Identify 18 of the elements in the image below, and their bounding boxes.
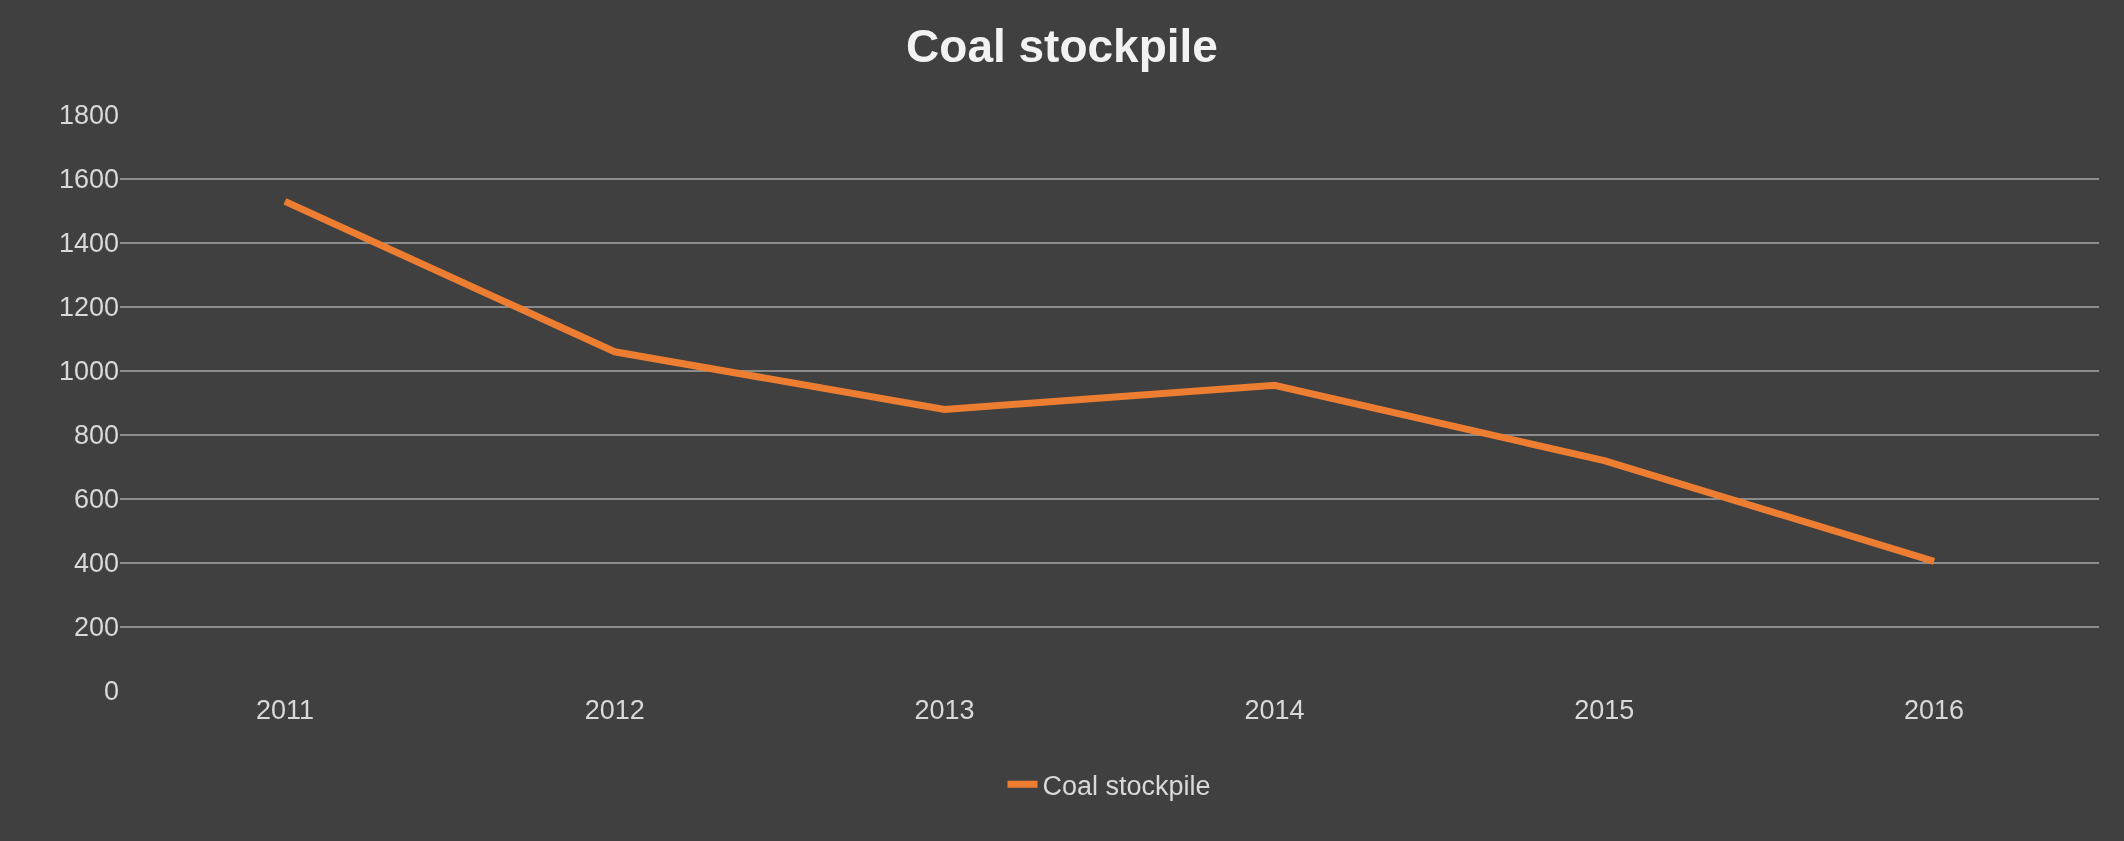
x-tick-label: 2016 bbox=[1904, 695, 1965, 725]
chart-title: Coal stockpile bbox=[906, 19, 1218, 72]
x-tick-label: 2015 bbox=[1574, 695, 1635, 725]
y-tick-label: 800 bbox=[73, 420, 119, 451]
y-tick-label: 400 bbox=[73, 548, 119, 579]
y-tick-label: 1600 bbox=[58, 164, 119, 195]
y-tick-label: 1000 bbox=[58, 356, 119, 387]
y-tick-label: 0 bbox=[103, 676, 119, 707]
y-tick-label: 1400 bbox=[58, 228, 119, 259]
x-tick-label: 2013 bbox=[914, 695, 975, 725]
y-tick-label: 600 bbox=[73, 484, 119, 515]
y-tick-label: 200 bbox=[73, 612, 119, 643]
x-tick-label: 2014 bbox=[1244, 695, 1305, 725]
y-tick-label: 1200 bbox=[58, 292, 119, 323]
x-tick-label: 2012 bbox=[584, 695, 645, 725]
x-tick-label: 2011 bbox=[255, 695, 314, 725]
legend-label: Coal stockpile bbox=[1042, 770, 1211, 801]
y-tick-label: 1800 bbox=[58, 100, 119, 131]
